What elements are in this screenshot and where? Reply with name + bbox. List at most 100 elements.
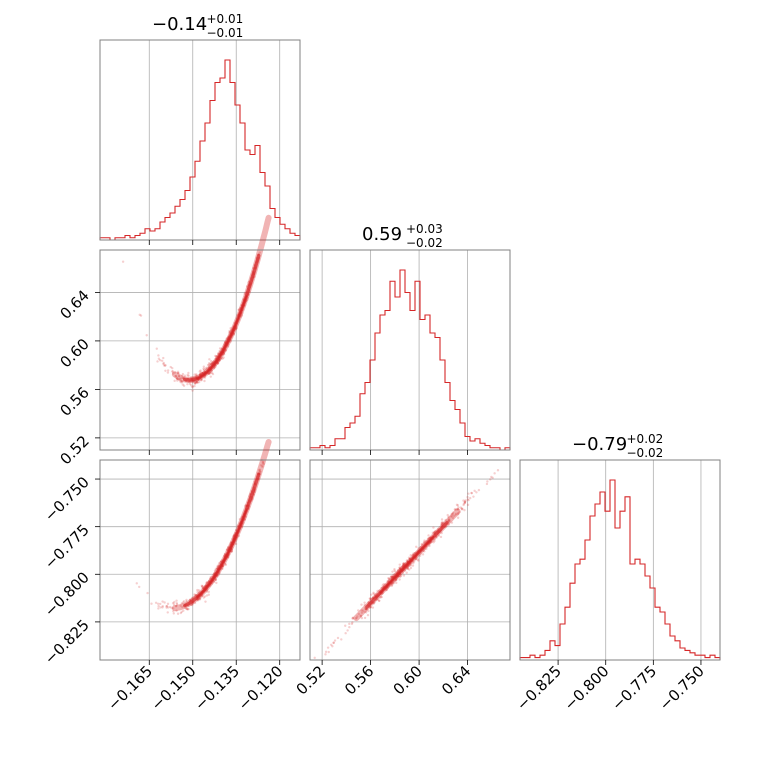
scatter-point: [398, 563, 401, 566]
scatter-point: [391, 570, 394, 573]
scatter-point: [262, 462, 266, 466]
x-tick-label-0: −0.150: [148, 662, 200, 714]
scatter-point: [222, 356, 225, 359]
x-tick-label-0: −0.165: [104, 662, 156, 714]
scatter-point: [364, 607, 367, 611]
scatter-point: [372, 592, 375, 596]
scatter-point: [172, 603, 176, 606]
scatter-point: [350, 622, 354, 626]
scatter-point: [456, 504, 460, 507]
scatter-point: [434, 529, 437, 533]
scatter-point: [176, 377, 179, 380]
scatter-point: [455, 503, 459, 506]
scatter-point: [486, 480, 489, 483]
scatter-point: [417, 559, 420, 562]
scatter-point: [437, 534, 441, 537]
scatter-point: [407, 556, 411, 559]
scatter-point: [422, 540, 426, 544]
scatter-point: [172, 612, 175, 615]
scatter-point: [157, 607, 160, 610]
scatter-point: [184, 606, 187, 610]
scatter-point: [186, 382, 189, 386]
scatter-point: [164, 363, 167, 367]
scatter-point: [196, 590, 199, 594]
scatter-point: [202, 368, 206, 371]
scatter-point: [199, 378, 203, 381]
scatter-point: [372, 602, 376, 605]
scatter-point: [444, 518, 447, 522]
scatter-point: [215, 581, 218, 585]
panel-2-0: [95, 439, 301, 665]
scatter-point: [259, 464, 263, 467]
scatter-point: [171, 372, 175, 375]
y-tick-label-2: −0.825: [41, 616, 93, 668]
scatter-point: [185, 607, 188, 611]
scatter-point: [165, 606, 168, 609]
scatter-point: [428, 544, 431, 548]
scatter-point: [462, 502, 466, 505]
scatter-point: [161, 606, 164, 609]
scatter-point: [158, 359, 162, 362]
scatter-point: [201, 594, 204, 598]
scatter-point: [398, 578, 401, 581]
scatter-point: [201, 584, 204, 588]
scatter-point: [363, 616, 367, 620]
scatter-point: [395, 578, 398, 582]
scatter-point: [324, 650, 328, 654]
scatter-point: [179, 377, 183, 380]
scatter-point: [199, 369, 202, 372]
scatter-point: [205, 590, 209, 593]
panel-2-2: [519, 459, 721, 665]
scatter-point: [360, 609, 363, 612]
scatter-point: [214, 354, 217, 358]
scatter-point: [363, 603, 366, 607]
scatter-point: [135, 582, 138, 585]
scatter-point: [159, 602, 162, 606]
scatter-point: [177, 374, 181, 378]
scatter-point: [193, 601, 197, 605]
scatter-point: [406, 567, 409, 570]
scatter-point: [179, 379, 183, 382]
scatter-point: [200, 378, 204, 381]
scatter-point: [198, 370, 201, 373]
scatter-point: [344, 624, 347, 627]
scatter-point: [177, 372, 180, 375]
scatter-point: [187, 371, 190, 375]
scatter-point: [491, 476, 494, 480]
scatter-point: [200, 371, 203, 374]
scatter-point: [237, 534, 241, 538]
scatter-point: [182, 600, 186, 603]
scatter-point: [201, 585, 204, 588]
title-lower-0: −0.01: [207, 26, 244, 40]
scatter-point: [166, 602, 170, 606]
x-tick-label-2: −0.800: [561, 662, 613, 714]
scatter-point: [369, 606, 372, 609]
scatter-point: [261, 461, 265, 464]
scatter-point: [228, 329, 231, 333]
scatter-point: [208, 372, 211, 375]
panel-1-0: [95, 214, 301, 455]
scatter-point: [121, 260, 125, 263]
scatter-point: [206, 363, 210, 367]
x-tick-label-1: 0.56: [341, 662, 377, 698]
scatter-point: [178, 380, 182, 383]
scatter-point: [385, 588, 388, 592]
scatter-point: [185, 600, 188, 603]
scatter-point: [351, 616, 355, 619]
scatter-point: [409, 566, 413, 570]
scatter-point: [190, 603, 194, 607]
contour-level-2: [196, 509, 248, 599]
scatter-point: [389, 576, 393, 579]
scatter-point: [216, 362, 220, 365]
scatter-point: [215, 355, 218, 358]
scatter-point: [459, 506, 463, 509]
scatter-point: [258, 251, 261, 254]
scatter-point: [432, 526, 435, 529]
title-upper-0: +0.01: [207, 12, 244, 26]
scatter-point: [174, 374, 178, 378]
scatter-point: [400, 574, 403, 577]
scatter-point: [390, 584, 393, 588]
scatter-point: [139, 314, 143, 317]
scatter-point: [258, 470, 261, 473]
scatter-point: [230, 550, 233, 553]
